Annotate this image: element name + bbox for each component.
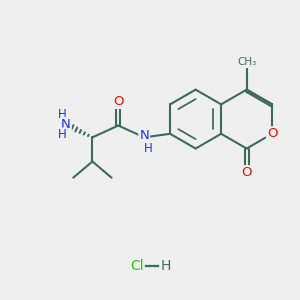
Text: H: H: [143, 142, 152, 155]
Text: O: O: [267, 127, 278, 140]
Text: O: O: [242, 166, 252, 179]
Text: CH₃: CH₃: [237, 57, 256, 67]
Text: H: H: [57, 108, 66, 121]
Text: Cl: Cl: [130, 259, 144, 273]
Text: N: N: [61, 118, 71, 131]
Text: H: H: [57, 128, 66, 142]
Text: O: O: [113, 95, 124, 108]
Text: N: N: [140, 129, 149, 142]
Text: H: H: [161, 259, 171, 273]
